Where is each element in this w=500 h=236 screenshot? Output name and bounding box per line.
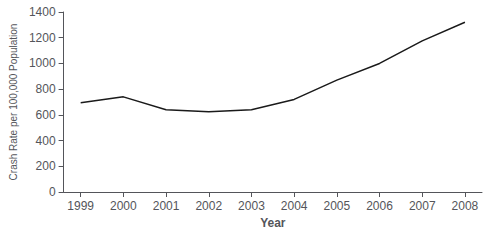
svg-text:2000: 2000: [110, 199, 137, 213]
svg-text:600: 600: [36, 108, 56, 122]
svg-text:0: 0: [49, 185, 56, 199]
svg-text:2006: 2006: [366, 199, 393, 213]
svg-text:1000: 1000: [29, 56, 56, 70]
svg-text:2005: 2005: [323, 199, 350, 213]
svg-text:Crash Rate per 100,000 Populat: Crash Rate per 100,000 Population: [8, 24, 19, 181]
svg-text:2008: 2008: [452, 199, 479, 213]
svg-text:200: 200: [36, 159, 56, 173]
svg-text:2001: 2001: [153, 199, 180, 213]
svg-text:400: 400: [36, 134, 56, 148]
svg-text:1400: 1400: [29, 5, 56, 19]
svg-text:800: 800: [36, 82, 56, 96]
svg-text:1999: 1999: [67, 199, 94, 213]
svg-text:2003: 2003: [238, 199, 265, 213]
svg-text:2004: 2004: [281, 199, 308, 213]
svg-text:2002: 2002: [195, 199, 222, 213]
svg-text:Year: Year: [260, 216, 286, 230]
svg-text:2007: 2007: [409, 199, 436, 213]
svg-text:1200: 1200: [29, 31, 56, 45]
